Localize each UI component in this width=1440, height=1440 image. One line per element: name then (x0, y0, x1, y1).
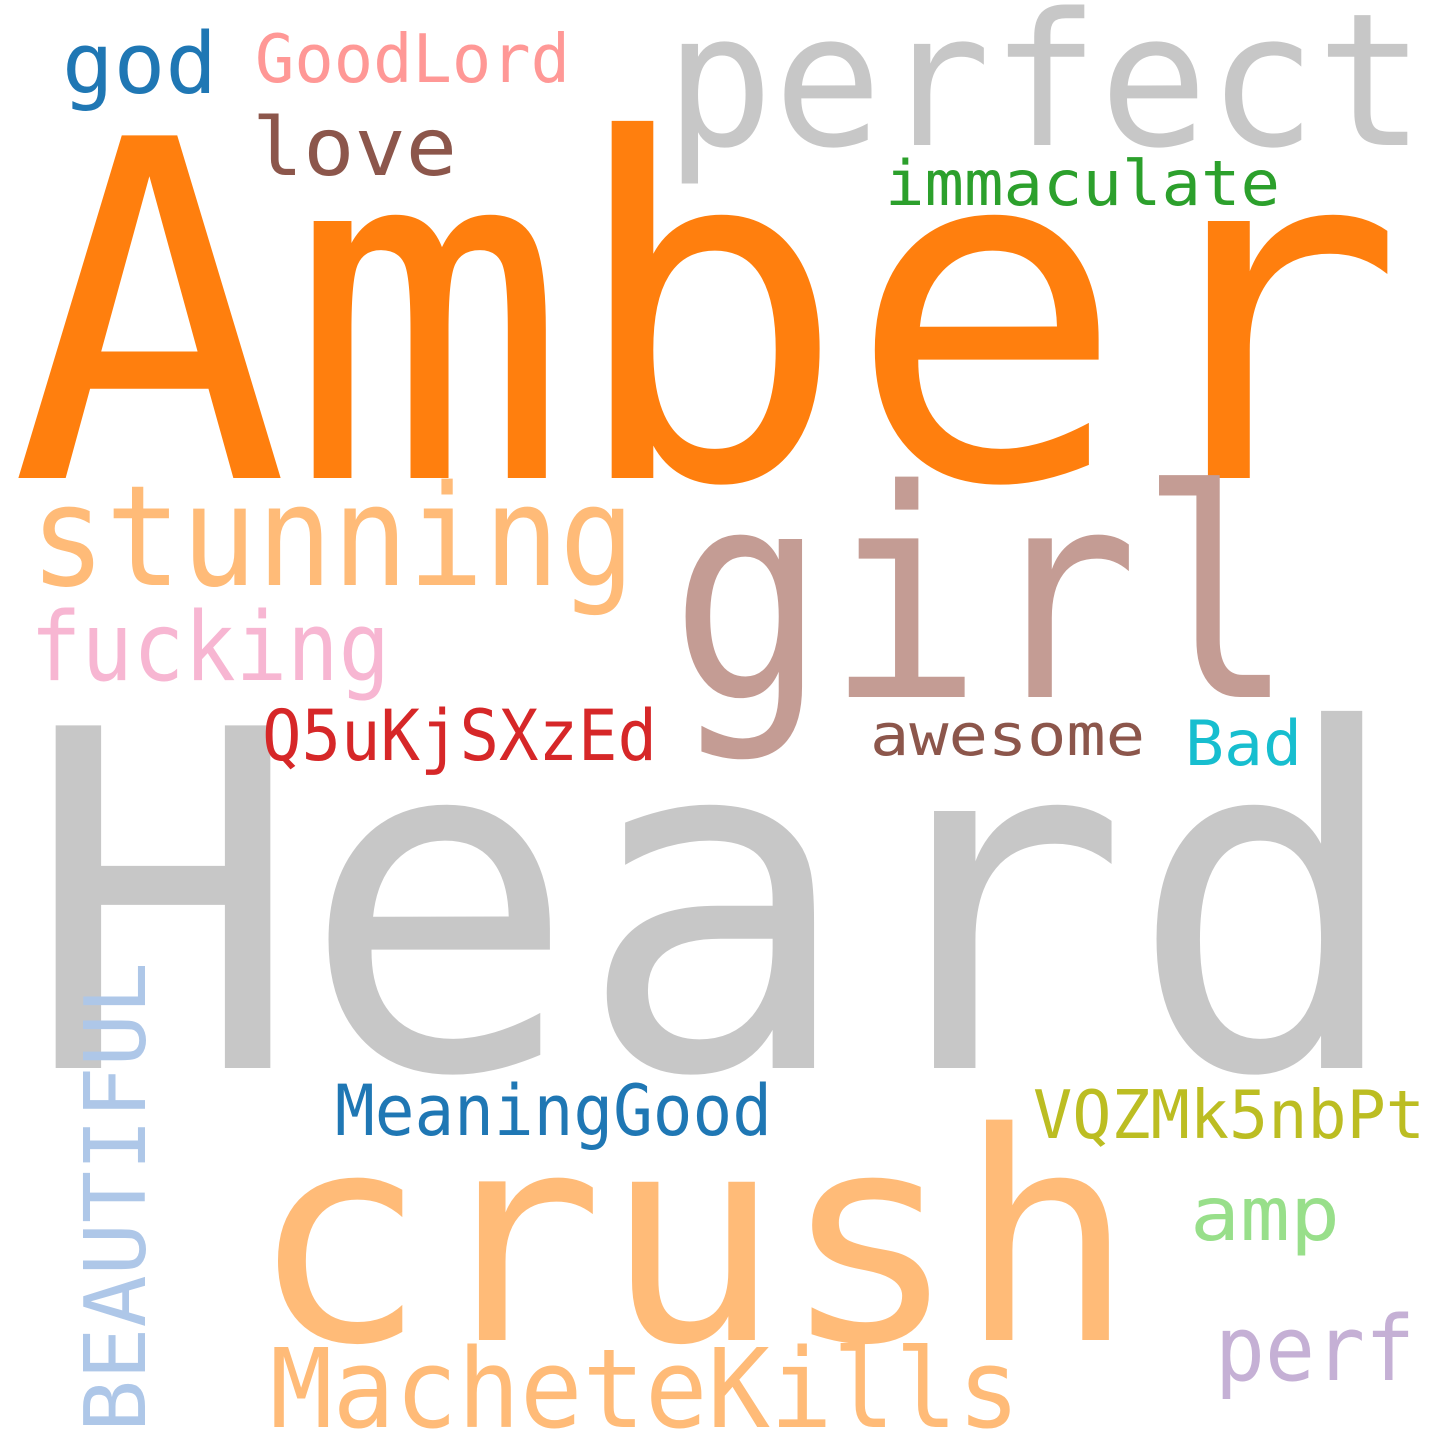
word-immaculate: immaculate (885, 147, 1280, 220)
word-fucking: fucking (30, 593, 390, 703)
word-awesome: awesome (870, 701, 1145, 769)
word-amp: amp (1190, 1170, 1340, 1258)
word-meaninggood: MeaningGood (335, 1070, 772, 1152)
word-amber: Amber (10, 42, 1405, 589)
word-bad: Bad (1185, 707, 1302, 780)
word-vqzmk5nbpt: VQZMk5nbPt (1033, 1076, 1425, 1154)
word-perf: perf (1215, 1297, 1415, 1402)
word-perfect: perfect (665, 0, 1425, 189)
word-stunning: stunning (30, 456, 635, 619)
word-machetekills: MacheteKills (270, 1325, 1020, 1440)
word-love: love (252, 101, 457, 194)
word-crush: crush (250, 1072, 1135, 1409)
word-heard: Heard (25, 632, 1405, 1179)
word-girl: girl (670, 429, 1295, 766)
word-goodlord: GoodLord (255, 20, 570, 98)
word-q5ukjsxzed: Q5uKjSXzEd (262, 695, 657, 777)
word-beautiful: BEAUTIFUL (67, 962, 166, 1432)
word-god: god (62, 15, 217, 114)
